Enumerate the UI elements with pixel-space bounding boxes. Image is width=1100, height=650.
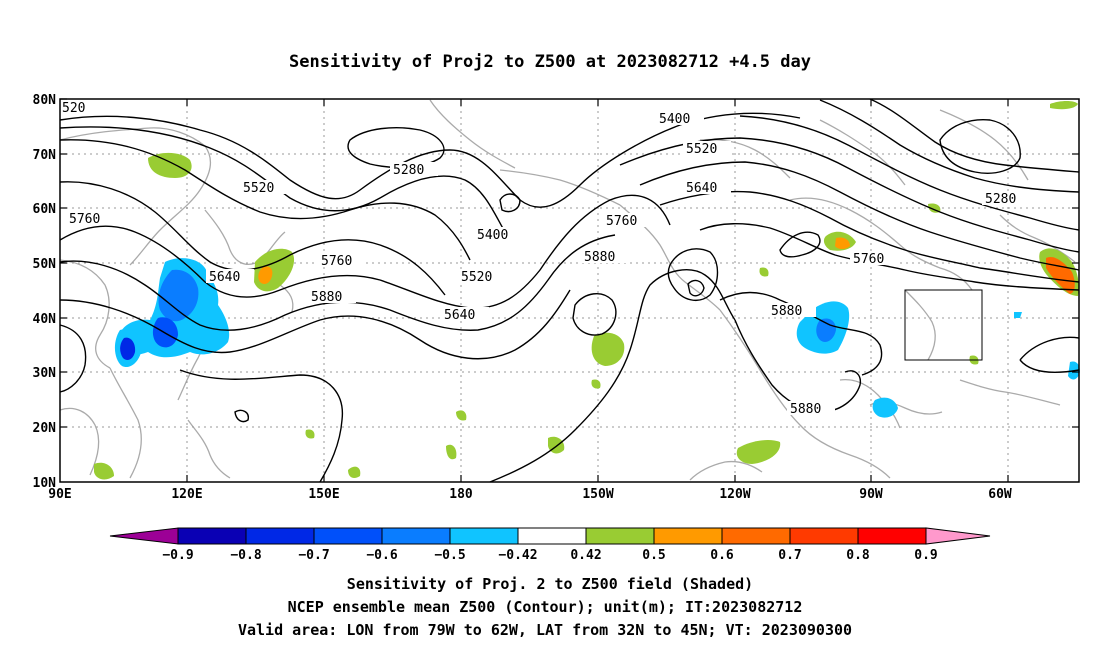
negative-sensitivity-core [816, 318, 836, 342]
colorbar-tick-label: −0.7 [298, 548, 329, 563]
contour-label: 5880 [311, 290, 342, 305]
colorbar-bin [381, 527, 451, 545]
colorbar-bin [313, 527, 383, 545]
map-frame [59, 98, 1080, 483]
colorbar-tick-label: 0.7 [778, 548, 801, 563]
contour-label: 5400 [477, 228, 508, 243]
caption-line-2: NCEP ensemble mean Z500 (Contour); unit(… [288, 598, 803, 616]
negative-sensitivity-core [158, 269, 199, 322]
positive-sensitivity-core [835, 237, 850, 249]
contour-label: 5520 [686, 142, 717, 157]
tick-marks [60, 98, 1079, 482]
contour-label: 5520 [461, 270, 492, 285]
contour-label: 5280 [985, 192, 1016, 207]
colorbar-bin [517, 527, 587, 545]
contour-label: 5880 [790, 402, 821, 417]
contour-label: 5760 [321, 254, 352, 269]
contour-label: 5640 [209, 270, 240, 285]
contour-label: 5280 [393, 163, 424, 178]
colorbar-tick-label: 0.42 [570, 548, 601, 563]
lat-label: 30N [33, 366, 57, 381]
lat-label: 10N [33, 476, 57, 491]
positive-sensitivity-region [348, 466, 361, 478]
positive-sensitivity-region [736, 440, 781, 464]
lat-label: 20N [33, 421, 57, 436]
positive-sensitivity-region [94, 462, 114, 480]
contour-label: 5880 [771, 304, 802, 319]
colorbar-tick-label: −0.8 [230, 548, 261, 563]
colorbar-tick-label: −0.5 [434, 548, 465, 563]
lon-label: 120E [171, 487, 202, 502]
colorbar: −0.9 −0.8 −0.7 −0.6 −0.5 −0.42 0.42 0.5 0.6 0.7 0.… [109, 527, 991, 563]
positive-sensitivity-region [591, 379, 601, 389]
contour-label: 5760 [69, 212, 100, 227]
contour-label: 5760 [606, 214, 637, 229]
lat-label: 80N [33, 93, 57, 108]
lon-label: 90E [48, 487, 71, 502]
colorbar-bin [245, 527, 315, 545]
colorbar-tick-label: −0.9 [162, 548, 193, 563]
positive-sensitivity-core [1046, 256, 1075, 294]
negative-sensitivity-core [152, 317, 178, 348]
lat-label: 70N [33, 148, 57, 163]
colorbar-tick-label: −0.42 [498, 548, 537, 563]
contour-label: 5520 [243, 181, 274, 196]
positive-sensitivity-region [591, 332, 625, 366]
negative-sensitivity-region [1014, 312, 1022, 318]
colorbar-bin [177, 527, 247, 545]
graticule [60, 99, 1079, 482]
contour-label: 5640 [686, 181, 717, 196]
longitude-labels: 90E 120E 150E 180 150W 120W 90W 60W [48, 487, 1012, 502]
colorbar-bin [721, 527, 791, 545]
lon-label: 180 [449, 487, 473, 502]
colorbar-bin [789, 527, 859, 545]
caption-line-1: Sensitivity of Proj. 2 to Z500 field (Sh… [347, 575, 753, 593]
positive-sensitivity-region [305, 429, 315, 439]
caption-line-3: Valid area: LON from 79W to 62W, LAT fro… [238, 621, 852, 639]
positive-sensitivity-region [1050, 101, 1078, 110]
lon-label: 120W [719, 487, 750, 502]
contour-labels: 520 5280 5400 5520 5520 5640 5760 5400 5… [58, 100, 1030, 417]
colorbar-low-extension [109, 527, 179, 545]
colorbar-bin [449, 527, 519, 545]
colorbar-tick-label: 0.6 [710, 548, 734, 563]
lat-label: 50N [33, 257, 57, 272]
lon-label: 60W [988, 487, 1012, 502]
lon-label: 90W [859, 487, 883, 502]
contour-label: 5880 [584, 250, 615, 265]
colorbar-tick-label: 0.5 [642, 548, 665, 563]
colorbar-tick-label: −0.6 [366, 548, 397, 563]
colorbar-tick-label: 0.8 [846, 548, 870, 563]
colorbar-high-extension [925, 527, 991, 545]
positive-sensitivity-region [759, 267, 769, 277]
lon-label: 150E [308, 487, 339, 502]
lon-label: 150W [582, 487, 613, 502]
negative-sensitivity-core [120, 337, 136, 360]
positive-sensitivity-region [148, 152, 192, 178]
positive-sensitivity-region [456, 410, 467, 421]
colorbar-bin [857, 527, 927, 545]
colorbar-tick-label: 0.9 [914, 548, 937, 563]
positive-sensitivity-region [446, 444, 457, 460]
contour-label: 5640 [444, 308, 475, 323]
map-title: Sensitivity of Proj2 to Z500 at 20230827… [289, 52, 811, 72]
positive-sensitivity-core [258, 266, 273, 284]
colorbar-bin [585, 527, 655, 545]
contour-label: 520 [62, 101, 85, 116]
contour-label: 5400 [659, 112, 690, 127]
lat-label: 60N [33, 202, 57, 217]
latitude-labels: 80N 70N 60N 50N 40N 30N 20N 10N [33, 93, 57, 491]
map-panel: 520 5280 5400 5520 5520 5640 5760 5400 5… [58, 98, 1080, 483]
lat-label: 40N [33, 312, 57, 327]
colorbar-bin [653, 527, 723, 545]
contour-label: 5760 [853, 252, 884, 267]
negative-sensitivity-region [872, 397, 898, 418]
